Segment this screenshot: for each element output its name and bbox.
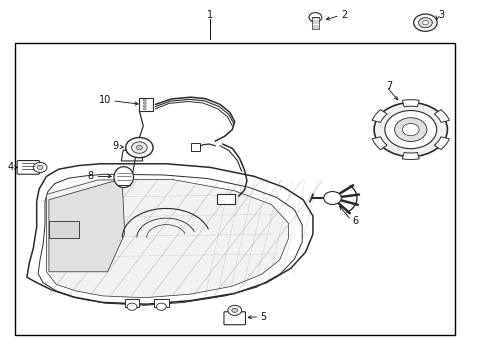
Text: 1: 1 [207,10,213,21]
Polygon shape [49,181,124,272]
Wedge shape [402,153,418,159]
Circle shape [323,192,341,204]
Bar [217,194,234,204]
Circle shape [156,303,166,310]
FancyBboxPatch shape [224,312,245,325]
Bar [311,17,318,29]
Circle shape [143,108,146,110]
Wedge shape [371,109,386,122]
Text: 8: 8 [87,171,94,181]
Circle shape [37,165,43,170]
Bar [190,143,199,151]
Wedge shape [433,109,448,122]
Circle shape [127,303,137,310]
Circle shape [227,305,241,315]
Wedge shape [433,137,448,150]
Ellipse shape [114,167,133,188]
Bar [139,98,153,111]
Polygon shape [46,179,288,298]
Text: 2: 2 [341,10,347,21]
Bar [154,299,168,307]
Circle shape [308,13,321,22]
Circle shape [373,103,447,157]
Circle shape [33,162,47,172]
Polygon shape [27,164,312,304]
Circle shape [131,142,147,153]
Circle shape [422,21,427,25]
Text: 6: 6 [351,216,358,226]
Circle shape [394,118,426,141]
Wedge shape [402,100,418,107]
Text: 5: 5 [260,312,266,322]
Bar [124,299,139,307]
Circle shape [136,145,142,150]
Circle shape [129,148,134,152]
Circle shape [126,146,138,154]
Circle shape [143,99,146,101]
Circle shape [418,18,431,28]
Circle shape [125,138,153,158]
Wedge shape [371,137,386,150]
Text: 3: 3 [438,10,444,21]
FancyBboxPatch shape [17,161,40,174]
Text: 10: 10 [99,95,111,105]
Text: 7: 7 [386,81,392,91]
Text: 4: 4 [7,162,14,172]
Polygon shape [121,150,142,161]
Circle shape [413,14,436,31]
Bar [49,221,79,238]
Circle shape [143,102,146,104]
Bar [15,43,454,335]
Circle shape [384,111,436,149]
Circle shape [143,105,146,107]
Text: 9: 9 [112,141,118,151]
Circle shape [231,308,237,312]
Circle shape [402,123,418,136]
